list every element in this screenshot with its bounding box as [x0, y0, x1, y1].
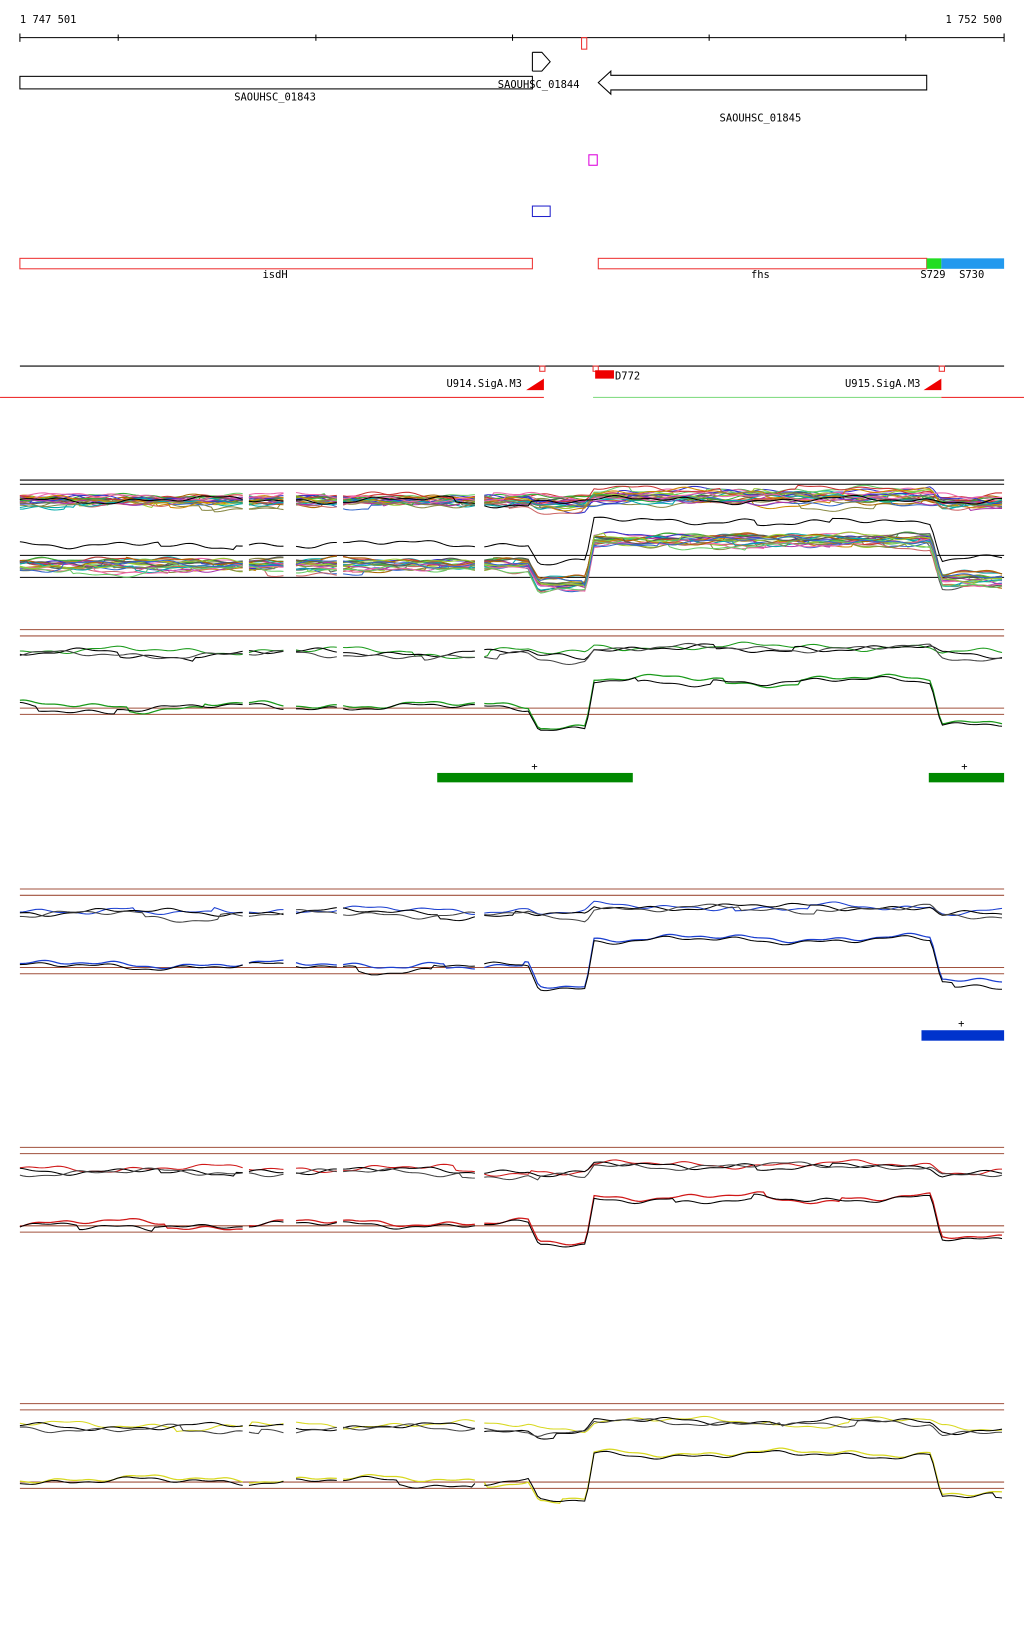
trace: [19, 673, 1003, 730]
trace: [19, 932, 1003, 989]
significant-region[interactable]: [921, 1030, 1005, 1041]
significant-region[interactable]: [928, 772, 1005, 783]
trace: [19, 539, 1003, 587]
trace: [19, 1161, 1003, 1178]
annotation-isdh[interactable]: [19, 257, 533, 270]
promoter[interactable]: [923, 378, 942, 391]
promoter[interactable]: [526, 378, 544, 391]
trace: [19, 538, 1003, 592]
trace: [19, 494, 1003, 509]
expression-traces: [19, 479, 1005, 1504]
trace: [19, 1159, 1003, 1177]
trace: [19, 538, 1003, 594]
trace: [19, 494, 1003, 515]
ruler-start: 1 747 501: [20, 14, 77, 26]
gene-01844[interactable]: [531, 51, 551, 72]
trace: [19, 1191, 1003, 1246]
annotation-fhs[interactable]: [597, 257, 928, 270]
trace: [19, 531, 1003, 586]
trace: [19, 675, 1003, 731]
trace: [19, 491, 1003, 503]
significant-region[interactable]: [437, 772, 633, 783]
marker: [581, 37, 588, 50]
trace: [19, 532, 1003, 587]
feature-box: [531, 205, 551, 218]
annotation-s730[interactable]: [941, 258, 1005, 269]
trace: [19, 535, 1003, 587]
significance-mark: +: [961, 761, 967, 773]
trace: [19, 491, 1003, 513]
feature-box: [588, 154, 598, 166]
significance-mark: +: [531, 761, 537, 773]
ruler-ticks: [19, 33, 1005, 42]
feature-label: D772: [615, 371, 640, 383]
trace: [19, 935, 1003, 992]
feature-d772[interactable]: [595, 370, 614, 379]
gene-label: SAOUHSC_01843: [234, 91, 316, 103]
significance-mark: +: [958, 1018, 964, 1030]
gene-01843[interactable]: [19, 75, 533, 90]
feature-label: U914.SigA.M3: [447, 378, 522, 390]
trace: [19, 643, 1003, 662]
marker: [938, 365, 946, 372]
trace: [19, 1415, 1003, 1434]
trace: [19, 1193, 1003, 1248]
gene-label: SAOUHSC_01845: [720, 112, 802, 124]
ruler-end: 1 752 500: [945, 14, 1002, 26]
gene-label: SAOUHSC_01844: [498, 79, 580, 91]
annotation-label: isdH: [263, 269, 288, 281]
trace: [19, 492, 1003, 506]
trace: [19, 1447, 1003, 1504]
trace: [19, 903, 1003, 923]
trace: [19, 516, 1003, 566]
gene-01845[interactable]: [597, 69, 928, 96]
trace: [19, 642, 1003, 665]
marker: [539, 365, 546, 372]
annotation-s729[interactable]: [926, 258, 942, 269]
feature-label: U915.SigA.M3: [845, 378, 920, 390]
trace: [19, 641, 1003, 660]
annotation-label: fhs: [751, 269, 770, 281]
trace: [19, 1161, 1003, 1181]
trace: [19, 1418, 1003, 1437]
trace: [19, 1416, 1003, 1440]
trace: [19, 902, 1003, 922]
annotation-label: S730: [959, 269, 984, 281]
annotation-label: S729: [920, 269, 945, 281]
trace: [19, 1450, 1003, 1503]
